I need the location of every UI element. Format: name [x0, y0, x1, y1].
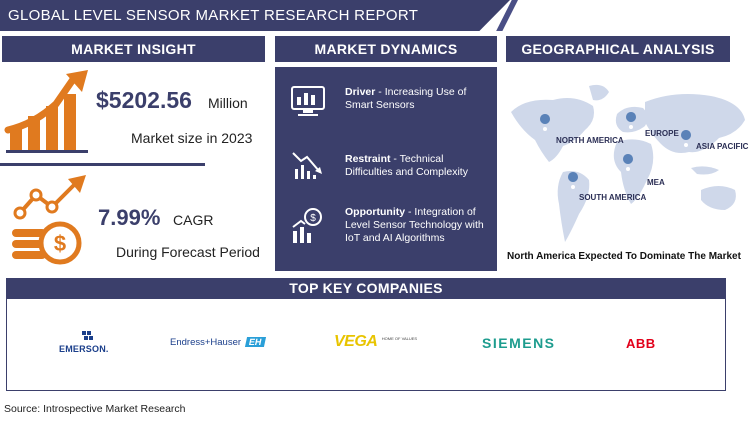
key-companies-header: TOP KEY COMPANIES [6, 278, 726, 299]
insight-divider [0, 163, 205, 166]
logo-siemens: SIEMENS [482, 335, 556, 351]
market-dynamics-header: MARKET DYNAMICS [275, 36, 497, 62]
region-south-america: SOUTH AMERICA [579, 193, 647, 202]
region-asia-pacific: ASIA PACIFIC [696, 142, 749, 151]
pin-europe [626, 112, 637, 136]
emerson-mark-icon [82, 331, 93, 340]
logo-abb: ABB [626, 336, 656, 351]
dollar-coins-growth-icon: $ [12, 175, 86, 265]
geo-dominance-statement: North America Expected To Dominate The M… [507, 251, 741, 262]
market-size-value: $5202.56 [96, 87, 192, 113]
page-title: GLOBAL LEVEL SENSOR MARKET RESEARCH REPO… [8, 7, 419, 24]
title-banner [0, 0, 510, 31]
market-size-desc: Market size in 2023 [131, 130, 253, 146]
pin-north-america [540, 114, 551, 138]
world-map [511, 84, 745, 242]
pin-asia-pacific [681, 130, 692, 154]
logo-emerson: EMERSON. [59, 330, 109, 354]
growth-bar-chart-icon [4, 70, 88, 153]
monitor-chart-icon [291, 86, 325, 116]
cagr-unit: CAGR [173, 212, 214, 228]
market-size-unit: Million [208, 95, 248, 111]
dynamic-restraint: Restraint - Technical Difficulties and C… [345, 153, 468, 178]
svg-text:$: $ [54, 231, 66, 256]
region-north-america: NORTH AMERICA [556, 136, 624, 145]
market-insight-header: MARKET INSIGHT [2, 36, 265, 62]
pin-mea [623, 154, 634, 178]
cagr-desc: During Forecast Period [116, 244, 260, 260]
logo-endress-hauser: Endress+Hauser EH [170, 337, 266, 348]
logo-vega: VEGA HOME OF VALUES [334, 333, 418, 350]
source-note: Source: Introspective Market Research [4, 403, 186, 415]
declining-chart-icon [292, 152, 322, 179]
svg-text:$: $ [310, 213, 316, 224]
geographical-analysis-header: GEOGRAPHICAL ANALYSIS [506, 36, 730, 62]
pin-south-america [568, 172, 579, 196]
cagr-value: 7.99% [98, 205, 161, 230]
dollar-growth-icon: $ [292, 208, 322, 243]
dynamic-opportunity: Opportunity - Integration of Level Senso… [345, 206, 484, 244]
region-europe: EUROPE [645, 129, 679, 138]
market-dynamics-panel: Driver - Increasing Use of Smart Sensors… [275, 67, 497, 271]
dynamic-driver: Driver - Increasing Use of Smart Sensors [345, 86, 467, 111]
region-mea: MEA [647, 178, 665, 187]
